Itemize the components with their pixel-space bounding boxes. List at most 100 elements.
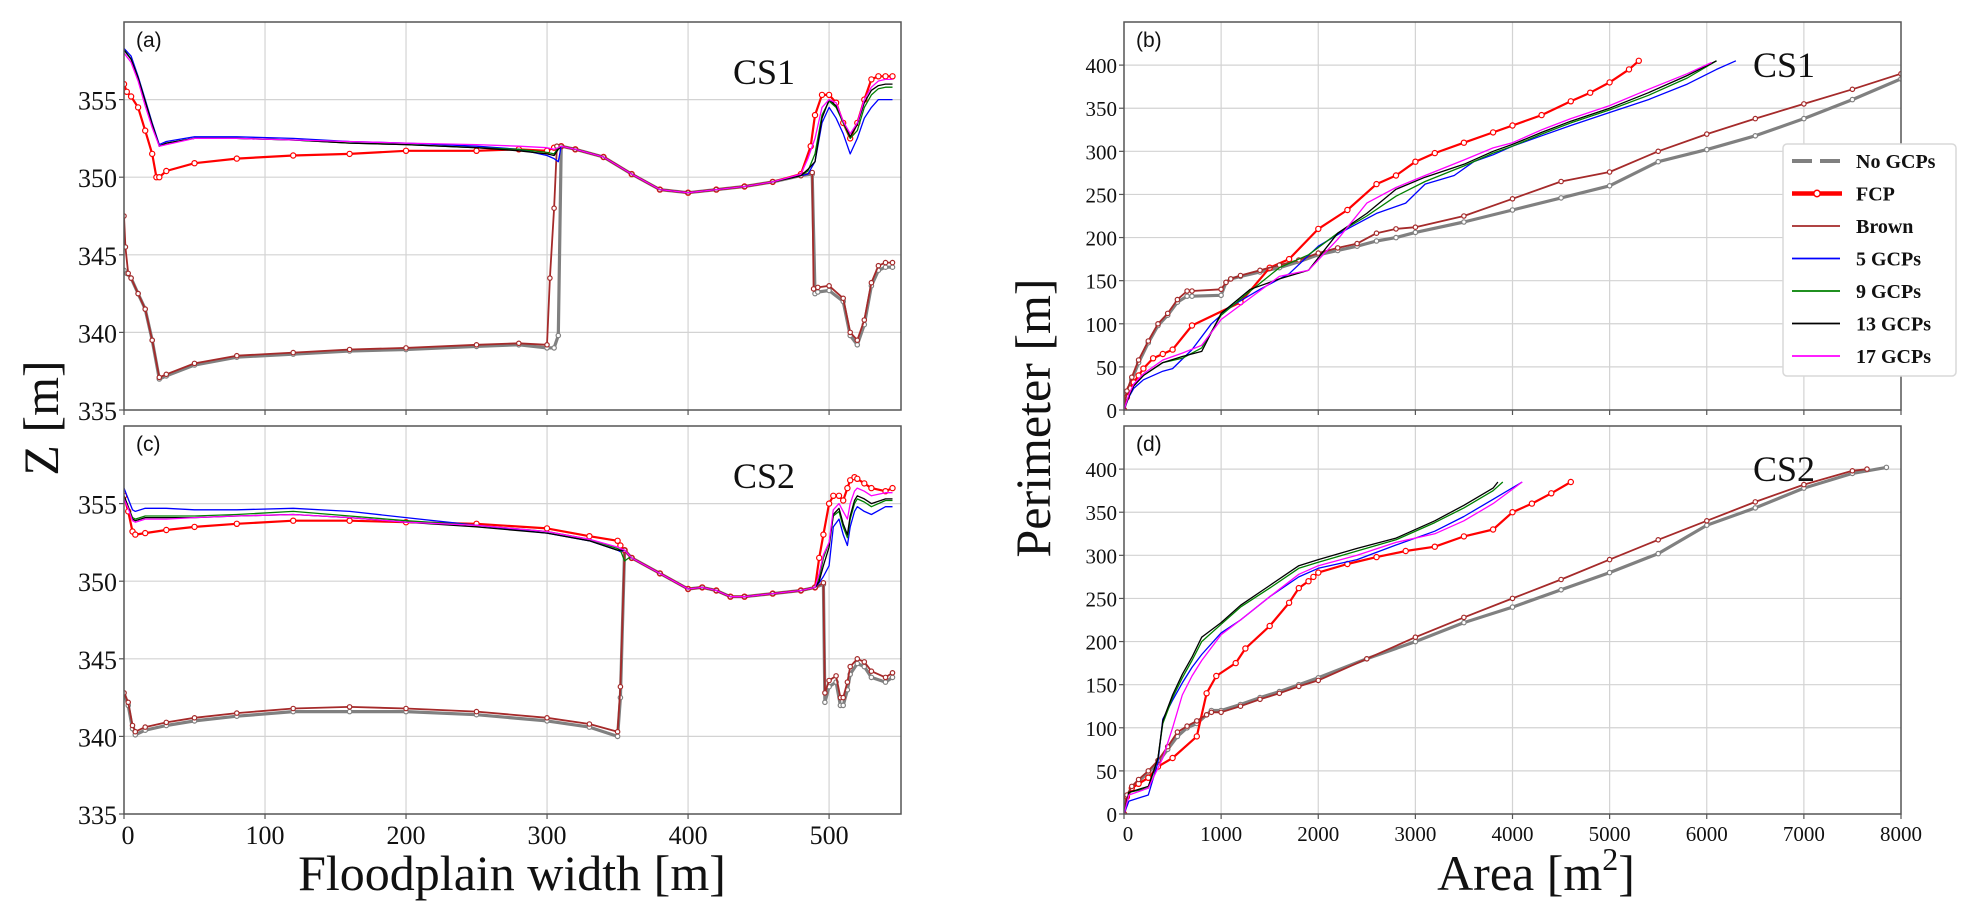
data-point-brown — [1135, 776, 1142, 783]
data-point-fcp — [124, 88, 130, 95]
y-tick-label: 150 — [1086, 270, 1118, 294]
left-x-axis-label: Floodplain width [m] — [298, 845, 726, 901]
data-point-no-gcps — [1412, 229, 1419, 236]
data-point-brown — [854, 337, 861, 344]
data-point-brown — [1135, 357, 1142, 363]
data-point-fcp — [1232, 659, 1239, 667]
data-point-brown — [1174, 296, 1181, 303]
data-point-fcp — [163, 167, 170, 175]
data-point-brown — [547, 275, 553, 281]
data-point-fcp — [875, 73, 882, 80]
panel-b: 0 50 100 150 200 250 300 350 400 (b) CS1 — [1086, 21, 1902, 423]
data-point-fcp — [1625, 66, 1633, 73]
data-point-brown — [1184, 288, 1190, 294]
x-tick-label: 3000 — [1394, 822, 1436, 846]
data-point-brown — [1223, 279, 1229, 286]
data-point-brown — [840, 295, 847, 302]
data-point-no-gcps — [1558, 195, 1564, 201]
data-point-fcp — [1567, 478, 1575, 486]
data-point-brown — [1296, 683, 1302, 690]
data-point-fcp — [1193, 733, 1201, 740]
data-point-no-gcps — [854, 660, 861, 667]
series-group — [1124, 464, 1890, 814]
series-group — [124, 474, 896, 740]
x-tick-label: 0 — [1123, 822, 1134, 846]
y-tick-label: 350 — [1086, 501, 1118, 525]
data-point-brown — [1124, 388, 1130, 394]
data-point-fcp — [868, 76, 875, 83]
y-tick-label: 0 — [1107, 803, 1118, 827]
x-tick-label: 0 — [122, 821, 135, 850]
legend-entry-9-gcps: 9 GCPs — [1792, 281, 1921, 303]
data-point-brown — [1849, 86, 1856, 93]
data-point-fcp — [1285, 599, 1293, 607]
data-point-brown — [544, 341, 550, 348]
data-point-brown — [854, 655, 861, 662]
data-point-no-gcps — [1509, 207, 1516, 213]
data-point-no-gcps — [1704, 522, 1710, 529]
data-point-fcp — [156, 173, 163, 181]
data-point-no-gcps — [1509, 604, 1516, 610]
series-line-17-gcps — [124, 52, 893, 194]
series-line-17-gcps — [1124, 481, 1523, 814]
data-point-brown — [1129, 783, 1135, 790]
data-point-brown — [1189, 288, 1195, 294]
data-point-brown — [1558, 178, 1564, 185]
data-point-no-gcps — [1461, 619, 1467, 626]
data-point-no-gcps — [882, 679, 889, 685]
data-point-fcp — [1528, 500, 1536, 507]
x-tick-label: 400 — [669, 821, 708, 850]
y-tick-label: 100 — [1086, 313, 1118, 337]
data-point-brown — [1164, 310, 1171, 317]
data-point-no-gcps — [889, 674, 896, 681]
legend-marker — [1813, 189, 1821, 198]
panel-c: 335 340 345 350 355 0 100 200 300 400 500 (c) CS2 — [78, 425, 902, 850]
data-point-fcp — [1402, 547, 1409, 555]
data-point-brown — [1334, 245, 1341, 251]
data-point-no-gcps — [826, 287, 832, 294]
data-point-brown — [551, 205, 557, 212]
data-point-brown — [889, 259, 896, 266]
data-point-brown — [1129, 374, 1135, 381]
x-tick-label: 100 — [246, 821, 285, 850]
data-point-brown — [820, 579, 827, 586]
data-point-fcp — [1460, 533, 1468, 540]
x-tick-label: 4000 — [1492, 822, 1534, 846]
axes-frame — [123, 21, 902, 411]
section-label: CS1 — [733, 52, 795, 92]
data-point-brown — [861, 317, 868, 323]
data-point-fcp — [1315, 569, 1322, 576]
data-point-brown — [833, 673, 839, 679]
data-point-brown — [814, 284, 821, 291]
data-point-brown — [142, 724, 149, 730]
data-point-fcp — [1373, 553, 1380, 561]
data-point-brown — [1461, 614, 1467, 621]
section-label: CS2 — [733, 456, 795, 496]
data-point-brown — [544, 714, 550, 721]
series-line-13-gcps — [1124, 60, 1717, 410]
data-point-brown — [1354, 240, 1360, 247]
data-point-no-gcps — [882, 264, 889, 271]
x-tick-label: 6000 — [1686, 822, 1728, 846]
x-tick-label: 300 — [528, 821, 567, 850]
data-point-fcp — [1489, 526, 1497, 533]
data-point-brown — [473, 708, 480, 715]
data-point-fcp — [346, 150, 353, 158]
data-point-fcp — [1509, 509, 1516, 516]
data-point-brown — [132, 728, 139, 735]
data-point-no-gcps — [1189, 293, 1195, 300]
data-point-no-gcps — [1801, 115, 1807, 122]
panel-tag: (c) — [136, 433, 161, 456]
data-point-brown — [1203, 711, 1210, 718]
data-point-fcp — [1509, 122, 1516, 129]
data-point-brown — [1315, 250, 1322, 256]
data-point-brown — [1145, 338, 1152, 344]
right-x-axis-label-sup: 2 — [1602, 841, 1618, 877]
data-point-brown — [1606, 556, 1613, 563]
data-point-fcp — [586, 533, 593, 540]
y-tick-label: 345 — [78, 242, 117, 271]
data-point-fcp — [868, 484, 875, 492]
data-point-fcp — [844, 484, 851, 492]
data-point-no-gcps — [1752, 505, 1759, 511]
data-point-no-gcps — [1883, 464, 1890, 471]
